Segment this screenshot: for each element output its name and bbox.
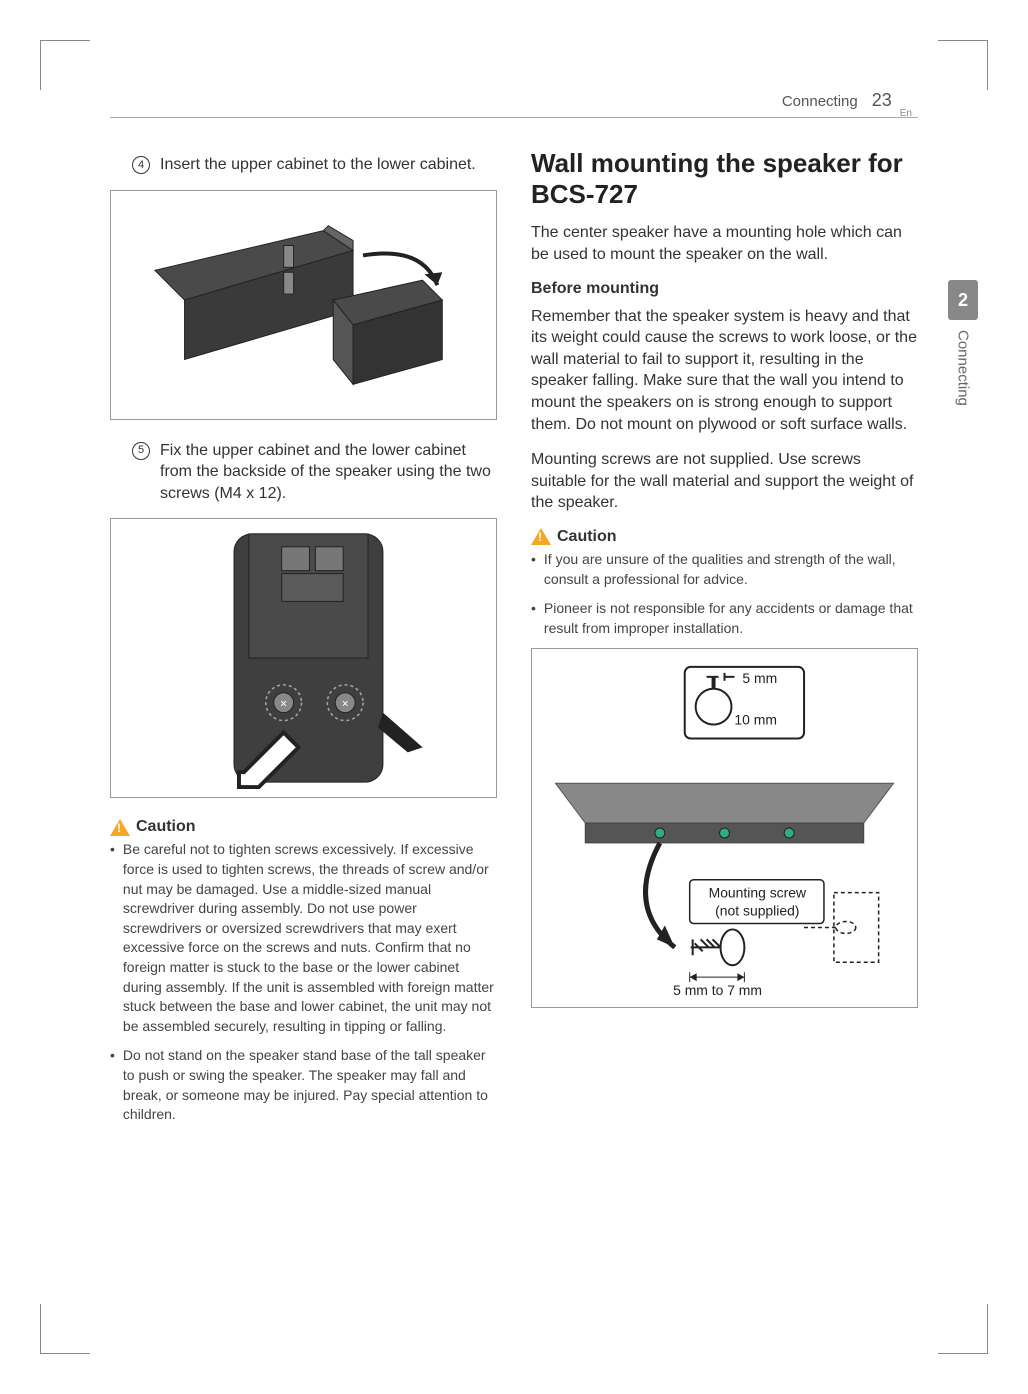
caution-heading-left: Caution [110,818,497,836]
warning-icon [110,819,130,836]
side-tab-label: Connecting [955,330,972,406]
right-column: Wall mounting the speaker for BCS-727 Th… [531,148,918,1135]
figure-insert-cabinet [110,190,497,420]
bullet-icon: • [110,840,115,1036]
caution-list-right: • If you are unsure of the qualities and… [531,550,918,638]
caution-item-text: Do not stand on the speaker stand base o… [123,1046,497,1124]
bullet-icon: • [531,550,536,589]
label-not-supplied: (not supplied) [715,903,799,919]
step-4-number: 4 [132,156,150,174]
caution-heading-right: Caution [531,528,918,546]
section-title: Wall mounting the speaker for BCS-727 [531,148,918,210]
before-body-2: Mounting screws are not supplied. Use sc… [531,449,918,514]
before-body-1: Remember that the speaker system is heav… [531,306,918,436]
step-5-number: 5 [132,442,150,460]
label-5mm: 5 mm [742,670,777,686]
step-5-text: Fix the upper cabinet and the lower cabi… [160,440,497,505]
step-4: 4 Insert the upper cabinet to the lower … [132,154,497,176]
step-5: 5 Fix the upper cabinet and the lower ca… [132,440,497,505]
before-mounting-heading: Before mounting [531,280,918,298]
svg-text:×: × [280,697,287,711]
header-page-number: 23 [872,90,892,111]
warning-icon [531,528,551,545]
step-4-text: Insert the upper cabinet to the lower ca… [160,154,476,176]
caution-item-text: Be careful not to tighten screws excessi… [123,840,497,1036]
list-item: • Pioneer is not responsible for any acc… [531,599,918,638]
side-tab-number: 2 [948,280,978,320]
label-gap: 5 mm to 7 mm [673,982,762,998]
side-tab: 2 Connecting [948,280,978,406]
label-10mm: 10 mm [734,712,777,728]
list-item: • Be careful not to tighten screws exces… [110,840,497,1036]
mounting-diagram: 5 mm 10 mm Mounting scre [531,648,918,1008]
list-item: • Do not stand on the speaker stand base… [110,1046,497,1124]
caution-item-text: Pioneer is not responsible for any accid… [544,599,918,638]
left-column: 4 Insert the upper cabinet to the lower … [110,148,497,1135]
bullet-icon: • [531,599,536,638]
figure-fix-cabinet: × × [110,518,497,798]
caution-list-left: • Be careful not to tighten screws exces… [110,840,497,1124]
caution-label-left: Caution [136,818,196,836]
caution-item-text: If you are unsure of the qualities and s… [544,550,918,589]
label-mounting-screw: Mounting screw [709,885,807,901]
running-header: Connecting 23 En [110,90,918,118]
svg-text:×: × [342,697,349,711]
header-lang: En [900,108,912,119]
header-section: Connecting [782,93,858,110]
intro-text: The center speaker have a mounting hole … [531,222,918,265]
list-item: • If you are unsure of the qualities and… [531,550,918,589]
bullet-icon: • [110,1046,115,1124]
caution-label-right: Caution [557,528,617,546]
